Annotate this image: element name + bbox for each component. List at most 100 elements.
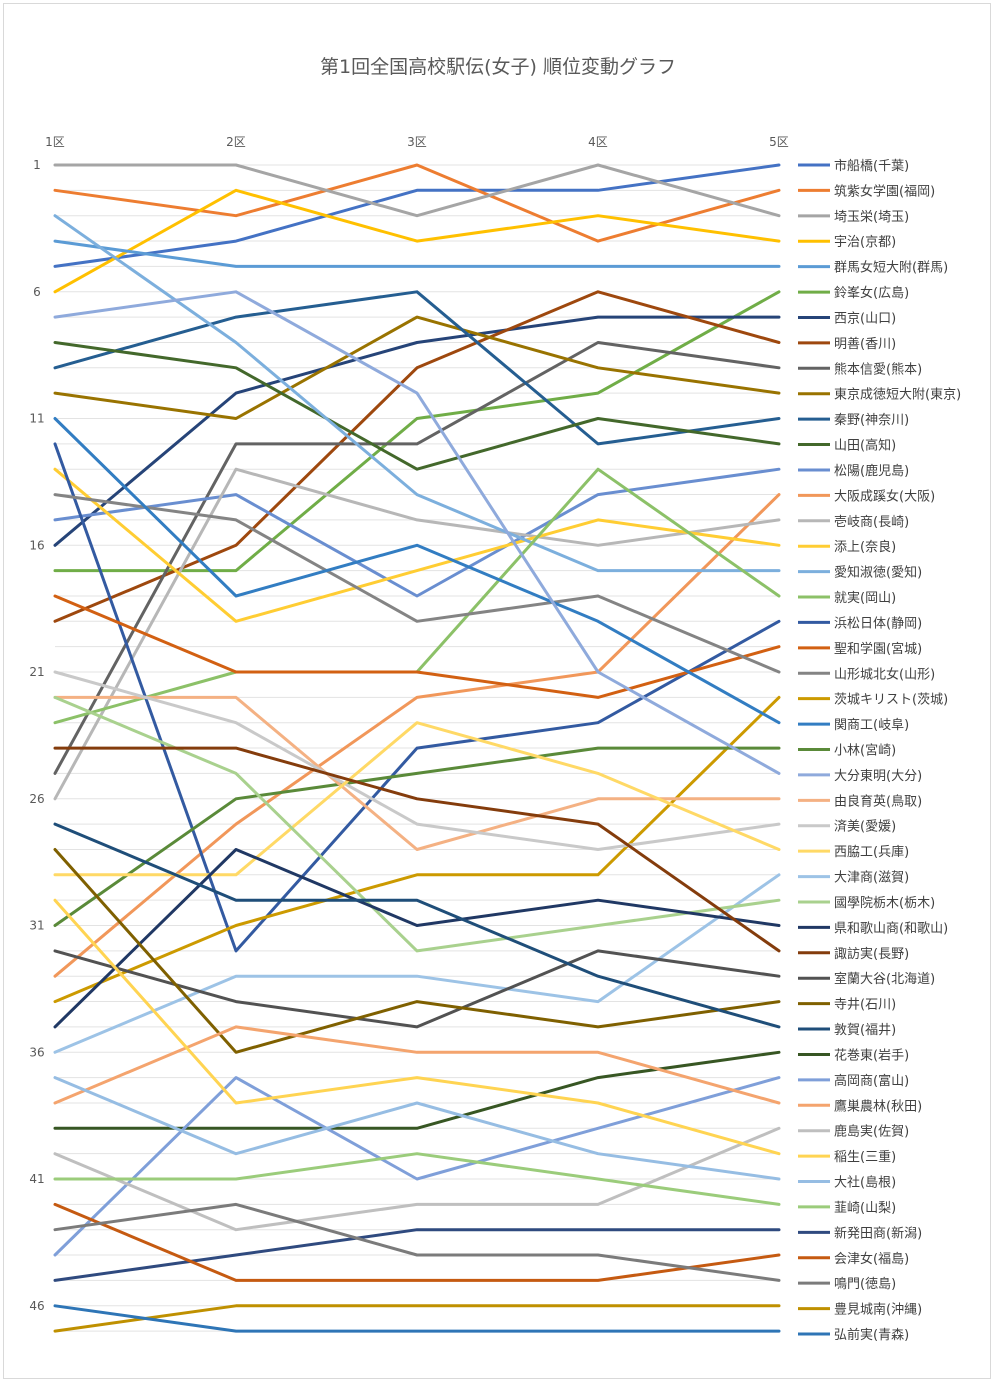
series-line xyxy=(53,1304,781,1333)
legend-label: 大社(島根) xyxy=(834,1175,896,1191)
x-tick-label: 3区 xyxy=(407,135,427,149)
legend-entry: 由良育英(鳥取) xyxy=(798,793,922,809)
legend-label: 韮崎(山梨) xyxy=(834,1201,896,1216)
legend-entry: 鷹巣農林(秋田) xyxy=(798,1099,922,1114)
legend-label: 明善(香川) xyxy=(834,336,896,352)
series-line xyxy=(53,163,781,218)
legend-entry: 大分東明(大分) xyxy=(798,768,922,784)
legend-entry: 山形城北女(山形) xyxy=(798,666,935,682)
legend-label: 稲生(三重) xyxy=(834,1149,896,1165)
series-line xyxy=(53,746,781,953)
legend-entry: 寺井(石川) xyxy=(798,998,896,1013)
legend-entry: 韮崎(山梨) xyxy=(798,1201,896,1216)
series-line xyxy=(53,467,781,598)
x-tick-label: 4区 xyxy=(588,135,608,149)
series-lines xyxy=(53,163,781,1333)
legend-entry: 山田(高知) xyxy=(798,438,896,454)
legend-label: 花巻東(岩手) xyxy=(834,1047,909,1063)
series-line xyxy=(53,822,781,1029)
legend-entry: 豊見城南(沖縄) xyxy=(798,1302,922,1318)
series-line xyxy=(53,315,781,547)
series-line xyxy=(53,695,781,1004)
legend-label: 宇治(京都) xyxy=(834,235,896,250)
legend-entry: 小林(宮崎) xyxy=(798,743,896,759)
series-line xyxy=(53,1202,781,1282)
legend-entry: 明善(香川) xyxy=(798,336,896,352)
legend-label: 大阪成蹊女(大阪) xyxy=(834,488,935,504)
legend-label: 大津商(滋賀) xyxy=(834,871,909,886)
legend-entry: 敦賀(福井) xyxy=(798,1022,896,1038)
y-tick-label: 31 xyxy=(29,919,44,933)
legend-entry: 松陽(鹿児島) xyxy=(798,463,909,479)
legend-label: 茨城キリスト(茨城) xyxy=(834,693,948,708)
legend-label: 市船橋(千葉) xyxy=(834,158,909,174)
legend-entry: 東京成徳短大附(東京) xyxy=(798,387,961,403)
legend-entry: 稲生(三重) xyxy=(798,1149,896,1165)
legend-label: 山形城北女(山形) xyxy=(834,666,935,682)
series-line xyxy=(53,315,781,420)
series-line xyxy=(53,417,781,725)
legend-label: 諏訪実(長野) xyxy=(834,946,909,962)
x-tick-label: 2区 xyxy=(226,135,246,149)
series-line xyxy=(53,898,781,1156)
series-line xyxy=(53,1076,781,1257)
legend-entry: 就実(岡山) xyxy=(798,590,896,606)
legend-entry: 西京(山口) xyxy=(798,311,896,326)
series-line xyxy=(53,493,781,978)
legend-entry: 筑紫女学園(福岡) xyxy=(798,183,935,199)
y-tick-label: 6 xyxy=(33,285,41,299)
legend-entry: 新発田商(新潟) xyxy=(798,1225,922,1241)
series-line xyxy=(53,1228,781,1282)
legend-label: 就実(岡山) xyxy=(834,590,896,606)
y-tick-label: 46 xyxy=(29,1299,44,1313)
legend-label: 埼玉栄(埼玉) xyxy=(834,210,909,225)
legend-entry: 壱岐商(長崎) xyxy=(798,515,909,530)
legend-entry: 浜松日体(静岡) xyxy=(798,616,922,631)
legend-label: 壱岐商(長崎) xyxy=(834,515,909,530)
legend-entry: 國學院栃木(栃木) xyxy=(798,896,935,911)
legend-label: 西脇工(兵庫) xyxy=(834,845,909,860)
legend-entry: 宇治(京都) xyxy=(798,235,896,250)
series-line xyxy=(53,594,781,699)
series-line xyxy=(53,467,781,623)
y-tick-label: 1 xyxy=(33,158,41,172)
series-line xyxy=(53,290,781,446)
legend-label: 鈴峯女(広島) xyxy=(834,285,909,301)
series-line xyxy=(53,1304,781,1333)
legend-entry: 弘前実(青森) xyxy=(798,1327,909,1343)
legend-label: 浜松日体(静岡) xyxy=(834,616,922,631)
legend-entry: 高岡商(富山) xyxy=(798,1073,909,1089)
series-line xyxy=(53,442,781,953)
legend-entry: 埼玉栄(埼玉) xyxy=(798,210,909,225)
series-line xyxy=(53,493,781,674)
y-tick-label: 16 xyxy=(29,538,44,552)
legend-entry: 関商工(岐阜) xyxy=(798,717,909,733)
legend-label: 小林(宮崎) xyxy=(834,743,896,759)
series-line xyxy=(53,1025,781,1105)
legend-label: 室蘭大谷(北海道) xyxy=(834,971,935,987)
legend-label: 鷹巣農林(秋田) xyxy=(834,1099,922,1114)
legend-label: 高岡商(富山) xyxy=(834,1073,909,1089)
legend-label: 鳴門(徳島) xyxy=(834,1277,896,1292)
series-line xyxy=(53,341,781,775)
legend-label: 関商工(岐阜) xyxy=(834,717,909,733)
legend-label: 豊見城南(沖縄) xyxy=(834,1302,922,1318)
legend-entry: 諏訪実(長野) xyxy=(798,946,909,962)
legend-entry: 大社(島根) xyxy=(798,1175,896,1191)
series-line xyxy=(53,1202,781,1282)
legend-label: 群馬女短大附(群馬) xyxy=(834,260,948,276)
series-line xyxy=(53,1126,781,1232)
legend-label: 西京(山口) xyxy=(834,311,896,326)
legend-entry: 西脇工(兵庫) xyxy=(798,845,909,860)
y-tick-label: 41 xyxy=(29,1172,44,1186)
legend-entry: 市船橋(千葉) xyxy=(798,158,909,174)
legend-entry: 室蘭大谷(北海道) xyxy=(798,971,935,987)
legend-entry: 会津女(福島) xyxy=(798,1251,909,1267)
legend-entry: 聖和学園(宮城) xyxy=(798,641,922,657)
legend-label: 寺井(石川) xyxy=(834,998,896,1013)
legend-entry: 熊本信愛(熊本) xyxy=(798,361,922,377)
legend-entry: 秦野(神奈川) xyxy=(798,413,909,428)
legend-label: 熊本信愛(熊本) xyxy=(834,361,922,377)
